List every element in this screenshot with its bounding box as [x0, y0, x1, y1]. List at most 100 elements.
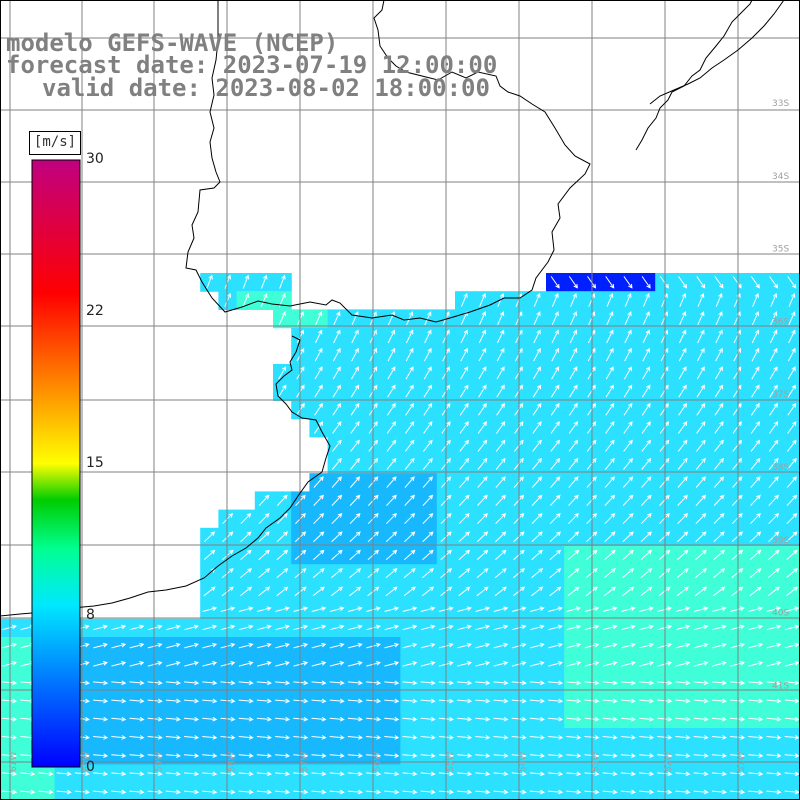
- wind-arrow: [711, 789, 727, 795]
- wind-arrow: [677, 476, 688, 488]
- wind-arrow: [242, 292, 250, 307]
- wind-arrow: [569, 384, 578, 398]
- wind-arrow: [111, 735, 127, 740]
- wind-arrow: [730, 716, 746, 722]
- wind-arrow: [784, 606, 800, 612]
- wind-arrow: [111, 624, 127, 631]
- wind-arrow: [311, 661, 327, 667]
- wind-arrow: [748, 642, 764, 649]
- wind-arrow: [203, 549, 216, 561]
- wind-arrow: [602, 735, 618, 740]
- forecast-date: forecast date: 2023-07-19 12:00:00: [6, 51, 498, 79]
- wind-arrow: [529, 661, 545, 667]
- wind-arrow: [766, 716, 782, 722]
- wind-arrow: [769, 329, 778, 344]
- wind-arrow: [659, 476, 670, 488]
- wind-arrow: [548, 771, 564, 777]
- wind-arrow: [2, 735, 18, 740]
- wind-arrow: [639, 753, 655, 758]
- wind-arrow: [622, 531, 634, 543]
- wind-arrow: [402, 716, 418, 722]
- wind-arrow: [129, 789, 145, 795]
- wind-arrow: [602, 642, 618, 649]
- wind-arrow: [476, 549, 489, 561]
- wind-arrow: [384, 735, 400, 740]
- wind-arrow: [330, 568, 343, 579]
- wind-arrow: [748, 771, 764, 777]
- wind-arrow: [347, 771, 363, 777]
- wind-arrow: [493, 680, 509, 686]
- wind-arrow: [165, 735, 181, 740]
- wind-arrow: [604, 512, 616, 525]
- wind-arrow: [715, 292, 723, 307]
- wind-arrow: [677, 531, 689, 543]
- wind-arrow: [569, 366, 578, 380]
- wind-arrow: [477, 439, 488, 452]
- wind-arrow: [620, 716, 636, 722]
- wind-arrow: [403, 586, 416, 597]
- wind-arrow: [313, 494, 325, 506]
- wind-arrow: [550, 439, 561, 452]
- wind-arrow: [403, 549, 416, 561]
- wind-arrow: [147, 753, 163, 758]
- wind-arrow: [129, 624, 145, 631]
- wind-arrow: [276, 494, 288, 506]
- wind-arrow: [787, 347, 796, 362]
- wind-arrow: [402, 735, 418, 740]
- wind-arrow: [532, 366, 541, 380]
- lat-label: 39S: [772, 536, 789, 546]
- wind-arrow: [551, 329, 559, 344]
- wind-arrow: [129, 716, 145, 722]
- wind-arrow: [147, 735, 163, 740]
- wind-arrow: [147, 698, 163, 704]
- wind-arrow: [605, 439, 615, 452]
- wind-arrow: [751, 347, 760, 362]
- coastline-northeast: [649, 0, 785, 105]
- wind-arrow: [460, 329, 468, 344]
- wind-arrow: [493, 789, 509, 795]
- wind-arrow: [402, 624, 418, 631]
- wind-arrow: [713, 586, 726, 597]
- wind-arrow: [548, 606, 563, 612]
- wind-arrow: [387, 384, 396, 398]
- wind-arrow: [20, 771, 36, 777]
- wind-arrow: [731, 549, 744, 561]
- wind-arrow: [278, 366, 287, 380]
- wind-arrow: [333, 311, 341, 326]
- wind-arrow: [784, 642, 800, 649]
- wind-arrow: [568, 457, 579, 470]
- wind-arrow: [404, 512, 416, 525]
- wind-arrow: [732, 421, 742, 434]
- wind-arrow: [402, 606, 418, 612]
- wind-arrow: [766, 606, 782, 612]
- wind-arrow: [202, 698, 218, 704]
- wind-arrow: [238, 789, 254, 795]
- wind-arrow: [387, 311, 395, 326]
- wind-arrow: [768, 476, 779, 488]
- wind-arrow: [620, 735, 636, 740]
- wind-arrow: [788, 329, 796, 344]
- wind-arrow: [422, 476, 433, 488]
- wind-arrow: [568, 402, 578, 416]
- wind-arrow: [678, 402, 687, 416]
- wind-arrow: [384, 661, 400, 667]
- wind-arrow: [657, 698, 673, 704]
- wind-arrow: [493, 661, 509, 667]
- wind-arrow: [659, 512, 670, 525]
- lat-label: 34S: [772, 172, 789, 182]
- wind-arrow: [676, 586, 689, 597]
- wind-arrow: [641, 476, 652, 488]
- wind-arrow: [404, 421, 415, 434]
- wind-arrow: [387, 347, 396, 362]
- wind-arrow: [657, 716, 673, 722]
- wind-arrow: [478, 384, 487, 398]
- wind-arrow: [242, 274, 250, 289]
- wind-arrow: [604, 531, 616, 543]
- wind-arrow: [493, 606, 509, 612]
- wind-arrow: [641, 384, 651, 398]
- wind-arrow: [329, 753, 345, 758]
- wind-arrow: [641, 421, 651, 434]
- wind-arrow: [349, 531, 361, 543]
- wind-arrow: [624, 311, 632, 326]
- wind-arrow: [184, 753, 200, 758]
